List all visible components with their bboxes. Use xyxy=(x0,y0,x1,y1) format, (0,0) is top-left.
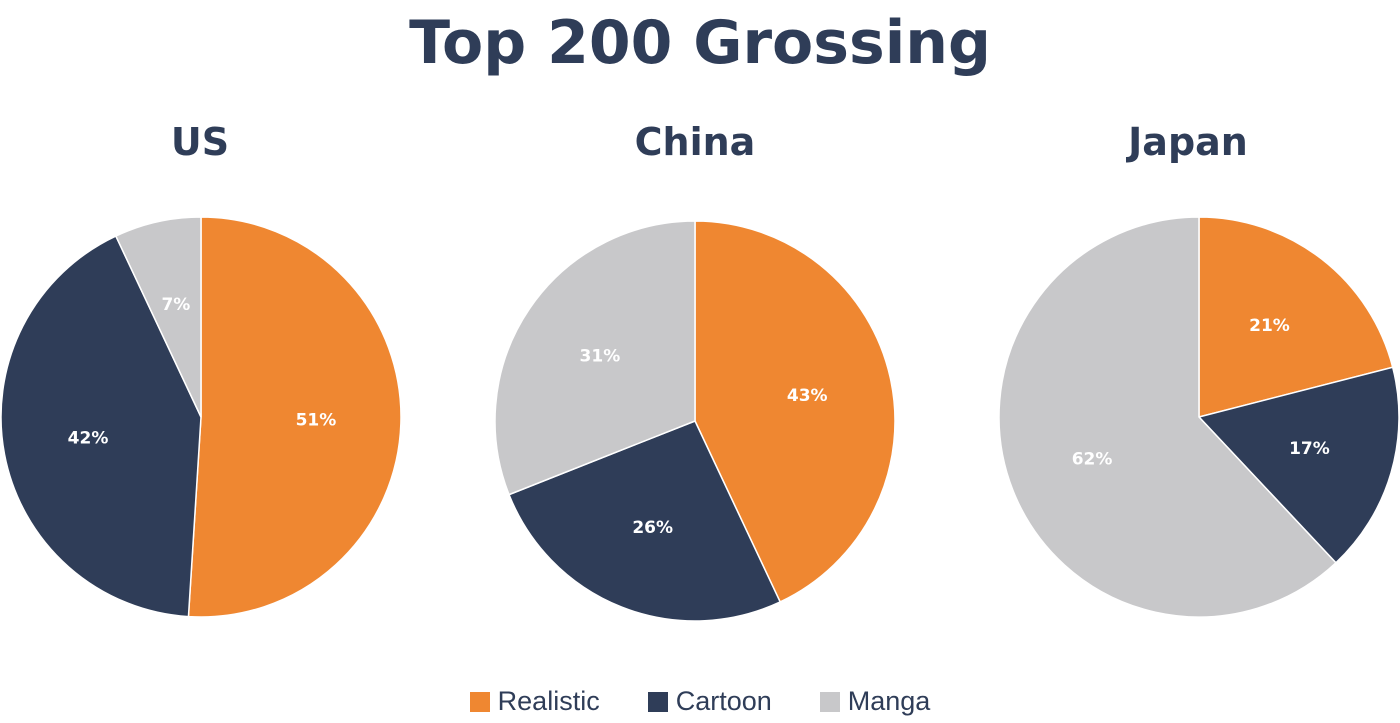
pie-slice-us-realistic xyxy=(187,216,402,618)
pie-chart-japan: 21% 17% 62% xyxy=(998,216,1400,618)
data-label-china-manga: 31% xyxy=(580,346,621,366)
pie-slice-china-cartoon xyxy=(508,420,782,622)
pie-title-japan: Japan xyxy=(1128,120,1248,164)
legend-swatch-realistic xyxy=(469,691,490,712)
pie-slice-japan-cartoon xyxy=(1197,366,1400,564)
pie-slice-japan-manga xyxy=(998,216,1337,618)
pie-slice-us-manga xyxy=(114,216,202,418)
data-label-china-cartoon: 26% xyxy=(632,518,673,538)
legend-label-cartoon: Cartoon xyxy=(675,686,772,716)
pie-title-us: US xyxy=(170,120,230,164)
pie-slice-china-manga xyxy=(494,220,696,496)
legend-label-realistic: Realistic xyxy=(497,686,600,716)
data-label-china-realistic: 43% xyxy=(787,386,828,406)
legend-item-realistic: Realistic xyxy=(469,686,600,717)
data-label-us-realistic: 51% xyxy=(296,411,337,431)
legend-swatch-manga xyxy=(819,691,840,712)
data-label-us-cartoon: 42% xyxy=(68,429,109,449)
pie-slice-china-realistic xyxy=(694,220,896,603)
data-label-japan-realistic: 21% xyxy=(1249,316,1290,336)
pie-slice-us-cartoon xyxy=(0,235,202,618)
legend-item-cartoon: Cartoon xyxy=(647,686,772,717)
data-label-japan-cartoon: 17% xyxy=(1289,439,1330,459)
legend-swatch-cartoon xyxy=(647,691,668,712)
pie-chart-us: 51% 42% 7% xyxy=(0,216,402,618)
data-label-japan-manga: 62% xyxy=(1072,449,1113,469)
legend-item-manga: Manga xyxy=(819,686,931,717)
pie-slice-japan-realistic xyxy=(1198,216,1394,418)
pie-chart-china: 43% 26% 31% xyxy=(494,220,896,622)
data-label-us-manga: 7% xyxy=(161,295,190,315)
chart-title: Top 200 Grossing xyxy=(409,8,991,78)
legend: Realistic Cartoon Manga xyxy=(0,686,1400,717)
pie-title-china: China xyxy=(634,120,756,164)
legend-label-manga: Manga xyxy=(847,686,931,716)
